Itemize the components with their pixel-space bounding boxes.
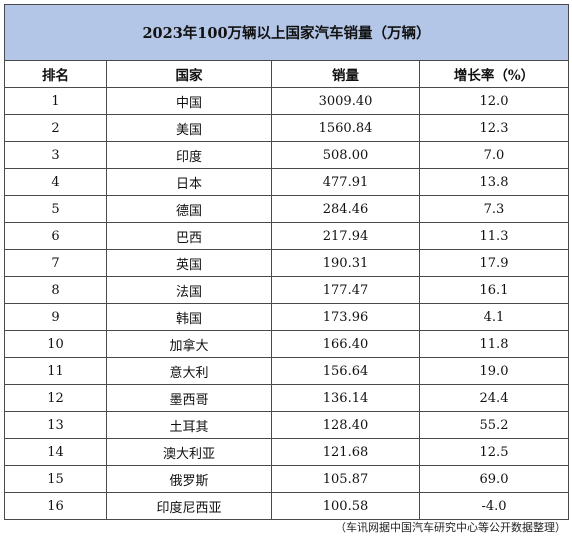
cell-country: 中国 — [106, 87, 272, 115]
header-row: 排名 国家 销量 增长率（%） — [4, 60, 569, 88]
cell-sales: 217.94 — [271, 222, 420, 250]
cell-growth: 55.2 — [419, 411, 569, 439]
header-growth: 增长率（%） — [419, 60, 569, 88]
table-row: 16 印度尼西亚 100.58 -4.0 — [4, 492, 569, 520]
cell-country: 俄罗斯 — [106, 465, 272, 493]
table-row: 7 英国 190.31 17.9 — [4, 249, 569, 277]
cell-rank: 5 — [4, 195, 107, 223]
cell-country: 澳大利亚 — [106, 438, 272, 466]
cell-growth: 11.3 — [419, 222, 569, 250]
cell-rank: 6 — [4, 222, 107, 250]
cell-growth: 12.5 — [419, 438, 569, 466]
sales-table-sheet: 2023年100万辆以上国家汽车销量（万辆） 排名 国家 销量 增长率（%） 1… — [4, 4, 569, 520]
cell-growth: 17.9 — [419, 249, 569, 277]
header-sales: 销量 — [271, 60, 420, 88]
cell-country: 日本 — [106, 168, 272, 196]
table-title: 2023年100万辆以上国家汽车销量（万辆） — [4, 4, 569, 61]
header-rank: 排名 — [4, 60, 107, 88]
table-row: 11 意大利 156.64 19.0 — [4, 357, 569, 385]
cell-sales: 166.40 — [271, 330, 420, 358]
cell-rank: 11 — [4, 357, 107, 385]
cell-sales: 156.64 — [271, 357, 420, 385]
cell-rank: 16 — [4, 492, 107, 520]
cell-rank: 2 — [4, 114, 107, 142]
cell-sales: 190.31 — [271, 249, 420, 277]
cell-rank: 14 — [4, 438, 107, 466]
cell-country: 印度 — [106, 141, 272, 169]
cell-country: 加拿大 — [106, 330, 272, 358]
cell-country: 土耳其 — [106, 411, 272, 439]
cell-sales: 136.14 — [271, 384, 420, 412]
cell-rank: 12 — [4, 384, 107, 412]
cell-rank: 10 — [4, 330, 107, 358]
cell-country: 巴西 — [106, 222, 272, 250]
cell-rank: 3 — [4, 141, 107, 169]
cell-country: 韩国 — [106, 303, 272, 331]
cell-country: 美国 — [106, 114, 272, 142]
source-note: （车讯网据中国汽车研究中心等公开数据整理） — [335, 521, 566, 534]
cell-sales: 3009.40 — [271, 87, 420, 115]
cell-growth: 19.0 — [419, 357, 569, 385]
cell-growth: 24.4 — [419, 384, 569, 412]
table-row: 9 韩国 173.96 4.1 — [4, 303, 569, 331]
cell-sales: 128.40 — [271, 411, 420, 439]
cell-rank: 4 — [4, 168, 107, 196]
cell-sales: 177.47 — [271, 276, 420, 304]
cell-sales: 284.46 — [271, 195, 420, 223]
table-row: 13 土耳其 128.40 55.2 — [4, 411, 569, 439]
cell-sales: 477.91 — [271, 168, 420, 196]
table-row: 10 加拿大 166.40 11.8 — [4, 330, 569, 358]
cell-growth: 69.0 — [419, 465, 569, 493]
table-row: 15 俄罗斯 105.87 69.0 — [4, 465, 569, 493]
header-country: 国家 — [106, 60, 272, 88]
cell-sales: 105.87 — [271, 465, 420, 493]
cell-sales: 100.58 — [271, 492, 420, 520]
table-row: 6 巴西 217.94 11.3 — [4, 222, 569, 250]
cell-rank: 13 — [4, 411, 107, 439]
cell-growth: 4.1 — [419, 303, 569, 331]
table-row: 1 中国 3009.40 12.0 — [4, 87, 569, 115]
cell-rank: 7 — [4, 249, 107, 277]
cell-growth: 7.0 — [419, 141, 569, 169]
cell-country: 墨西哥 — [106, 384, 272, 412]
cell-sales: 508.00 — [271, 141, 420, 169]
cell-sales: 1560.84 — [271, 114, 420, 142]
cell-sales: 173.96 — [271, 303, 420, 331]
cell-country: 法国 — [106, 276, 272, 304]
table-row: 12 墨西哥 136.14 24.4 — [4, 384, 569, 412]
table-row: 3 印度 508.00 7.0 — [4, 141, 569, 169]
cell-growth: 16.1 — [419, 276, 569, 304]
table-row: 14 澳大利亚 121.68 12.5 — [4, 438, 569, 466]
cell-rank: 9 — [4, 303, 107, 331]
table-row: 8 法国 177.47 16.1 — [4, 276, 569, 304]
cell-growth: 7.3 — [419, 195, 569, 223]
table-body: 1 中国 3009.40 12.0 2 美国 1560.84 12.3 3 印度 508.00 7.0… — [4, 87, 569, 520]
cell-country: 英国 — [106, 249, 272, 277]
cell-growth: 13.8 — [419, 168, 569, 196]
cell-growth: 12.0 — [419, 87, 569, 115]
cell-rank: 1 — [4, 87, 107, 115]
table-row: 5 德国 284.46 7.3 — [4, 195, 569, 223]
cell-sales: 121.68 — [271, 438, 420, 466]
cell-growth: -4.0 — [419, 492, 569, 520]
table-row: 4 日本 477.91 13.8 — [4, 168, 569, 196]
cell-country: 意大利 — [106, 357, 272, 385]
cell-country: 印度尼西亚 — [106, 492, 272, 520]
sales-table: 2023年100万辆以上国家汽车销量（万辆） 排名 国家 销量 增长率（%） 1… — [4, 4, 569, 520]
cell-rank: 8 — [4, 276, 107, 304]
cell-rank: 15 — [4, 465, 107, 493]
cell-growth: 12.3 — [419, 114, 569, 142]
cell-country: 德国 — [106, 195, 272, 223]
table-row: 2 美国 1560.84 12.3 — [4, 114, 569, 142]
cell-growth: 11.8 — [419, 330, 569, 358]
